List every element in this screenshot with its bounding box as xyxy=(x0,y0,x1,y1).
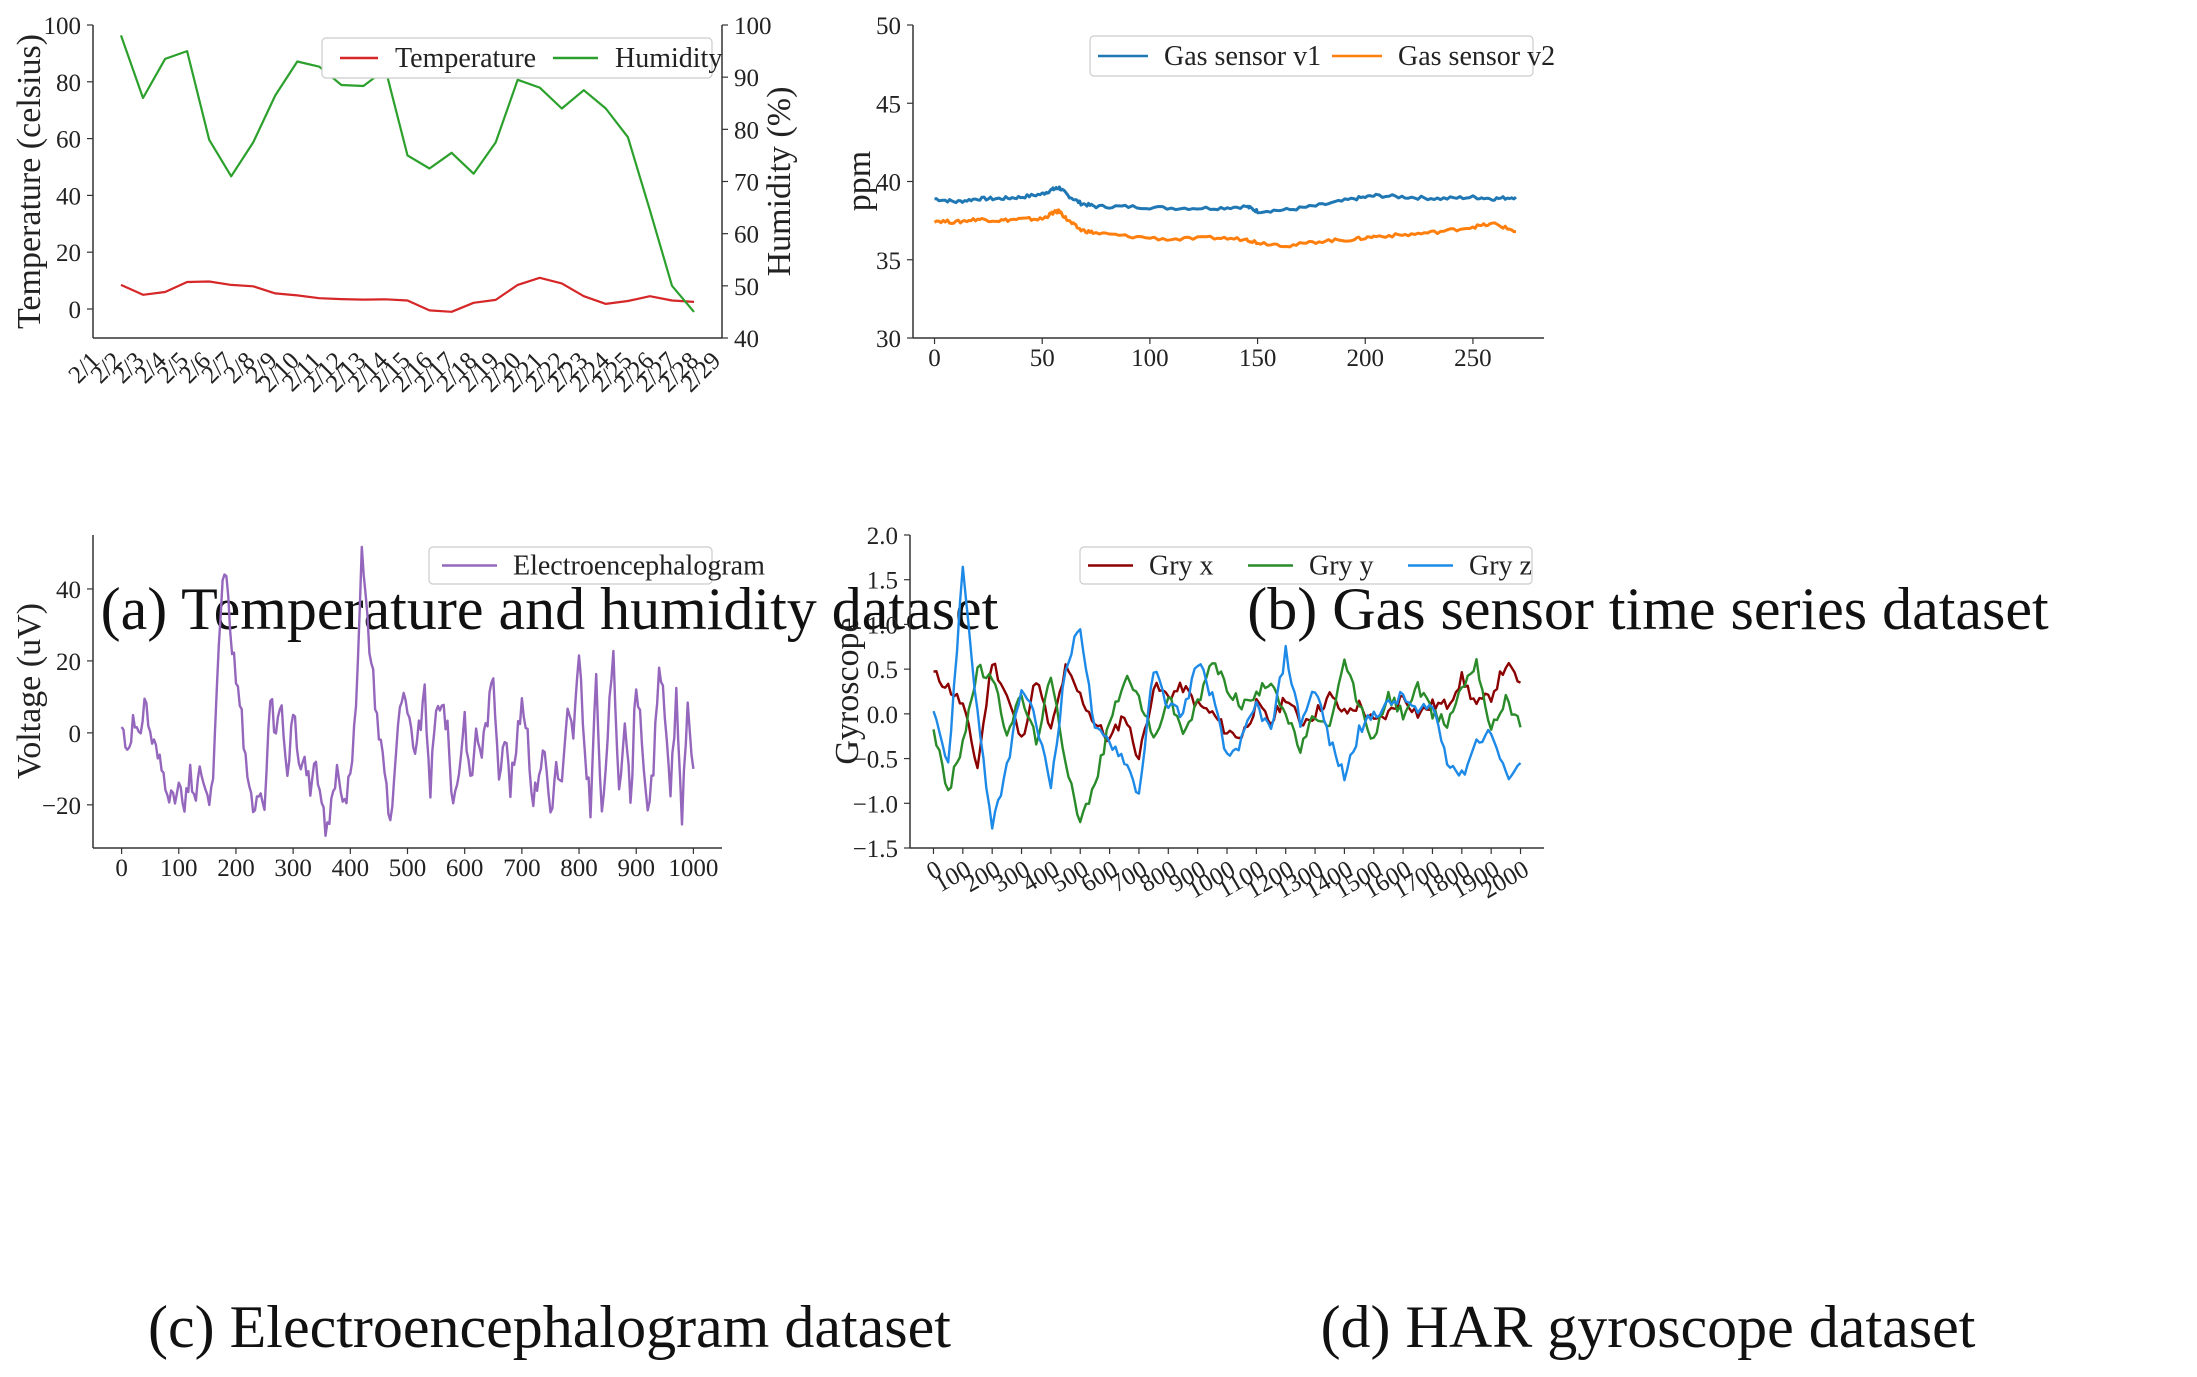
x-tick-label-200: 200 xyxy=(217,855,255,882)
panel-a: 0 20 40 60 80 100 40 50 60 70 80 90 100 2/1 2/2 2/3 2/4 2… xyxy=(0,0,1099,688)
chart-c-svg: 0 100 200 300 400 500 600 700 800 900 1000 −20 0 20 40… xyxy=(11,535,765,882)
series-gry-x-line xyxy=(933,661,1521,770)
y-tick-label-5: 100 xyxy=(44,13,82,40)
legend-box xyxy=(1079,546,1533,585)
legend-label-gry-y: Gry y xyxy=(1309,551,1374,582)
y2-tick-label-5: 90 xyxy=(734,65,759,92)
legend-box xyxy=(1089,35,1534,77)
legend-label-1: Humidity xyxy=(615,43,722,74)
y-tick-label-35: 35 xyxy=(876,248,901,275)
series-gry-z-line xyxy=(932,565,1522,830)
chart-d-plot-group: 0100200300400500600700800900100011001200… xyxy=(829,523,1544,904)
y-axis-label: Gyroscope xyxy=(829,617,866,764)
chart-b-plot-group: 0 50 100 150 200 250 30 35 40 45 50 ppm Gas sensor v… xyxy=(841,13,1555,372)
panel-c: 0 100 200 300 400 500 600 700 800 900 1000 −20 0 20 40… xyxy=(0,535,1099,1377)
x-tick-label-700: 700 xyxy=(503,855,541,882)
y2-tick-label-1: 50 xyxy=(734,274,759,301)
x-tick-label-1000: 1000 xyxy=(668,855,718,882)
legend-label-electroencephalogram: Electroencephalogram xyxy=(513,551,765,582)
y-tick-label-50: 50 xyxy=(876,13,901,40)
x-tick-label-250: 250 xyxy=(1454,345,1492,372)
y2-axis-label: Humidity (%) xyxy=(761,87,798,277)
series-gas-sensor-v2-line xyxy=(933,208,1516,249)
y2-tick-label-2: 60 xyxy=(734,222,759,249)
x-tick-label-150: 150 xyxy=(1239,345,1277,372)
y-tick-label-3: 60 xyxy=(56,127,81,154)
chart-c-plot-group: 0 100 200 300 400 500 600 700 800 900 1000 −20 0 20 40… xyxy=(11,535,765,882)
y-tick-label-7: 2.0 xyxy=(867,523,898,550)
y2-tick-label-0: 40 xyxy=(734,326,759,353)
panel-b: 0 50 100 150 200 250 30 35 40 45 50 ppm Gas sensor v… xyxy=(841,0,2197,688)
y-tick-label-4: 0.5 xyxy=(867,657,898,684)
x-tick-label-0: 0 xyxy=(115,855,128,882)
y-axis-label: Temperature (celsius) xyxy=(11,34,48,329)
y2-tick-label-6: 100 xyxy=(734,13,772,40)
chart-a-svg: 0204060801004050607080901002/12/22/32/42… xyxy=(11,13,798,398)
legend-label-0: Temperature xyxy=(395,43,536,74)
y-tick-label--20: −20 xyxy=(42,793,81,820)
x-tick-label-300: 300 xyxy=(274,855,312,882)
legend-label-gry-x: Gry x xyxy=(1149,551,1214,582)
x-tick-label-800: 800 xyxy=(560,855,598,882)
x-tick-label-0: 0 xyxy=(928,345,941,372)
y2-tick-label-4: 80 xyxy=(734,117,759,144)
x-tick-label-200: 200 xyxy=(1347,345,1385,372)
y-tick-label-30: 30 xyxy=(876,326,901,353)
y-tick-label-0: −1.5 xyxy=(853,836,898,863)
x-tick-label-600: 600 xyxy=(446,855,484,882)
legend-label-gas-sensor-v1: Gas sensor v1 xyxy=(1164,41,1321,72)
y2-tick-label-3: 70 xyxy=(734,170,759,197)
y-tick-label-20: 20 xyxy=(56,649,81,676)
y-axis-label: Voltage (uV) xyxy=(11,603,48,779)
series-electroencephalogram-line xyxy=(120,545,695,837)
x-tick-label-900: 900 xyxy=(617,855,655,882)
y-tick-label-1: −1.0 xyxy=(853,791,898,818)
y-tick-label-0: 0 xyxy=(69,721,82,748)
y-tick-label-4: 80 xyxy=(56,70,81,97)
caption-a: (a) Temperature and humidity dataset xyxy=(100,576,999,642)
legend-box xyxy=(428,546,713,585)
y-tick-label-0: 0 xyxy=(69,297,82,324)
series-gry-y-line xyxy=(932,658,1522,824)
y-tick-label-40: 40 xyxy=(56,577,81,604)
x-tick-label-100: 100 xyxy=(1131,345,1169,372)
panel-d: 0 100 200 300 400 500 600 700 800 900 1000 1100 1200… xyxy=(829,523,2197,1377)
x-tick-label-50: 50 xyxy=(1030,345,1055,372)
x-tick-label-500: 500 xyxy=(389,855,427,882)
series-temperature-line xyxy=(120,276,695,313)
caption-b: (b) Gas sensor time series dataset xyxy=(1247,576,2049,642)
y-tick-label-6: 1.5 xyxy=(867,568,898,595)
y-tick-label-45: 45 xyxy=(876,91,901,118)
caption-d: (d) HAR gyroscope dataset xyxy=(1320,1294,1976,1360)
legend-label-gry-z: Gry z xyxy=(1469,551,1532,582)
x-tick-label-400: 400 xyxy=(332,855,370,882)
chart-b-svg: 0 50 100 150 200 250 30 35 40 45 50 ppm Gas sensor v… xyxy=(841,13,1555,372)
y-tick-label-3: 0.0 xyxy=(867,702,898,729)
series-gas-sensor-v1-line xyxy=(934,185,1517,215)
y-tick-label-1: 20 xyxy=(56,240,81,267)
y-tick-label-5: 1.0 xyxy=(867,612,898,639)
y-axis-label: ppm xyxy=(841,151,878,211)
y-tick-label-2: 40 xyxy=(56,183,81,210)
x-tick-label-100: 100 xyxy=(160,855,198,882)
y-tick-label-40: 40 xyxy=(876,170,901,197)
y-tick-label-2: −0.5 xyxy=(853,747,898,774)
legend-box xyxy=(321,37,713,79)
series-humidity-line xyxy=(119,35,695,313)
caption-c: (c) Electroencephalogram dataset xyxy=(148,1294,951,1360)
legend-label-gas-sensor-v2: Gas sensor v2 xyxy=(1398,41,1555,72)
chart-d-svg: 0100200300400500600700800900100011001200… xyxy=(829,523,1544,904)
